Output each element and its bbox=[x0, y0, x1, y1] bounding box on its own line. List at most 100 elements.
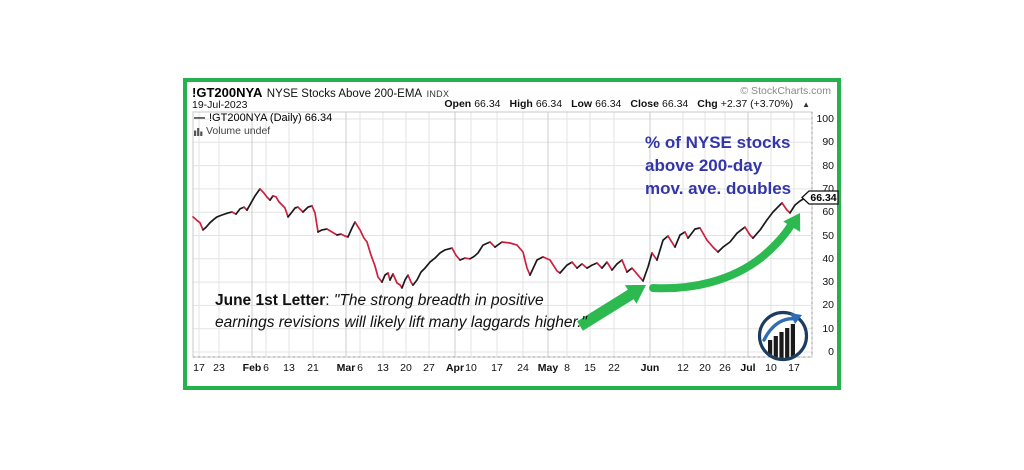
price-line-segment bbox=[606, 261, 613, 271]
y-axis-tick-label: 70 bbox=[822, 182, 834, 195]
annotation-arrow-curved-head bbox=[783, 213, 801, 232]
annotation-arrow-straight bbox=[577, 285, 646, 331]
price-line-segment bbox=[651, 252, 658, 261]
x-axis-tick-label: 10 bbox=[765, 362, 777, 374]
price-line-segment bbox=[656, 235, 669, 261]
series-legend: — !GT200NYA (Daily) 66.34 bbox=[194, 112, 332, 124]
blue-annotation-line: % of NYSE stocks bbox=[645, 133, 791, 152]
price-line-segment bbox=[621, 259, 628, 273]
price-line-segment bbox=[674, 231, 686, 248]
price-line-segment bbox=[340, 233, 349, 238]
price-line-segment bbox=[401, 274, 409, 289]
price-line-segment bbox=[451, 247, 461, 261]
x-axis-tick-label: 22 bbox=[608, 362, 620, 374]
letter-annotation-quote: "The strong breadth in positive earnings… bbox=[215, 292, 587, 331]
x-axis-tick-label: Jul bbox=[740, 362, 756, 374]
volume-icon bbox=[194, 127, 203, 136]
stockcharts-logo bbox=[757, 310, 809, 362]
x-axis-tick-label: 13 bbox=[283, 362, 295, 374]
y-axis-tick-label: 90 bbox=[822, 136, 834, 149]
price-line-segment bbox=[259, 188, 271, 201]
last-price-tag-label: 66.34 bbox=[810, 192, 836, 204]
price-line-segment bbox=[586, 262, 598, 269]
series-line-marker: — bbox=[194, 112, 205, 124]
price-line-segment bbox=[576, 263, 583, 269]
x-axis-tick-label: 6 bbox=[263, 362, 269, 374]
x-axis-tick-label: 23 bbox=[213, 362, 225, 374]
price-line-segment bbox=[642, 252, 653, 282]
annotation-arrow-curved bbox=[649, 221, 795, 293]
price-line-segment bbox=[571, 261, 578, 269]
x-axis-tick-label: 20 bbox=[699, 362, 711, 374]
price-line-segment bbox=[269, 195, 274, 201]
blue-annotation-line: mov. ave. doubles bbox=[645, 179, 792, 198]
quote-field-value: 66.34 bbox=[535, 98, 563, 110]
x-axis-tick-label: Jun bbox=[640, 362, 660, 374]
quote-field-value: 66.34 bbox=[474, 98, 501, 110]
price-line-segment bbox=[494, 241, 503, 248]
price-line-segment bbox=[781, 202, 791, 214]
price-line-segment bbox=[667, 235, 676, 248]
quote-field-value: +2.37 (+3.70%) bbox=[720, 98, 794, 110]
index-tag-label: INDX bbox=[426, 89, 450, 99]
y-axis-tick-label: 100 bbox=[816, 113, 834, 125]
x-axis-tick-label: 13 bbox=[377, 362, 389, 374]
y-axis-tick-label: 10 bbox=[822, 322, 834, 335]
price-line-segment bbox=[684, 231, 689, 239]
price-chart: 66.34 bbox=[192, 111, 839, 362]
x-axis-tick-label: 17 bbox=[193, 362, 205, 374]
symbol-label: !GT200NYA bbox=[192, 85, 263, 100]
quote-field: Open 66.34 bbox=[444, 98, 500, 110]
quote-field: Low 66.34 bbox=[571, 98, 621, 110]
quote-field: High 66.34 bbox=[510, 98, 563, 110]
x-axis-tick-label: Feb bbox=[242, 362, 262, 374]
x-axis-tick-label: 17 bbox=[788, 362, 800, 374]
price-line-segment bbox=[717, 226, 746, 253]
price-line-segment bbox=[744, 226, 754, 239]
price-line-segment bbox=[489, 241, 496, 248]
chart-date: 19-Jul-2023 bbox=[192, 99, 248, 111]
price-line-segment bbox=[581, 263, 588, 269]
price-line-segment bbox=[529, 256, 544, 276]
last-price-tag bbox=[801, 190, 839, 205]
logo-arrowhead-icon bbox=[790, 313, 802, 324]
y-axis-tick-label: 50 bbox=[822, 229, 834, 242]
x-axis-tick-label: 24 bbox=[517, 362, 529, 374]
blue-annotation-line: above 200-day bbox=[645, 156, 763, 175]
price-line-segment bbox=[235, 206, 245, 215]
price-line-segment bbox=[596, 262, 603, 269]
chart-header: !GT200NYA NYSE Stocks Above 200-EMA INDX bbox=[192, 84, 449, 102]
x-axis-tick-label: May bbox=[537, 362, 559, 374]
stockcharts-credit: © StockCharts.com bbox=[740, 85, 831, 97]
quote-field-value: 66.34 bbox=[661, 98, 689, 110]
price-line-segment bbox=[601, 261, 608, 269]
chart-title: NYSE Stocks Above 200-EMA bbox=[266, 88, 423, 100]
price-line-segment bbox=[501, 241, 531, 276]
price-line-segment bbox=[311, 205, 319, 233]
price-line-segment bbox=[469, 241, 491, 260]
price-line-segment bbox=[626, 267, 633, 273]
quote-field-label: Open bbox=[444, 98, 472, 110]
price-line-segment bbox=[347, 221, 356, 238]
quote-field-label: Low bbox=[571, 98, 593, 110]
price-line-segment bbox=[192, 216, 204, 231]
y-axis-tick-label: 30 bbox=[822, 276, 834, 289]
x-axis-tick-label: 17 bbox=[491, 362, 503, 374]
price-line-segment bbox=[302, 205, 313, 213]
y-axis-tick-label: 80 bbox=[822, 159, 834, 172]
quote-field: Close 66.34 bbox=[630, 98, 688, 110]
y-axis-tick-label: 0 bbox=[828, 346, 834, 358]
x-axis-tick-label: Mar bbox=[336, 362, 356, 374]
series-legend-label: !GT200NYA (Daily) 66.34 bbox=[209, 112, 333, 124]
price-line-segment bbox=[559, 261, 573, 274]
price-line-segment bbox=[287, 206, 299, 218]
price-line-segment bbox=[631, 267, 644, 282]
price-line-segment bbox=[272, 195, 289, 218]
quote-field: Chg +2.37 (+3.70%) bbox=[697, 98, 793, 110]
letter-annotation-lead: June 1st Letter bbox=[215, 292, 326, 309]
quote-field-label: High bbox=[509, 98, 533, 110]
price-line-segment bbox=[297, 206, 304, 213]
y-axis-tick-label: 20 bbox=[822, 299, 834, 312]
blue-annotation: % of NYSE stocks above 200-day mov. ave. d… bbox=[645, 131, 791, 200]
